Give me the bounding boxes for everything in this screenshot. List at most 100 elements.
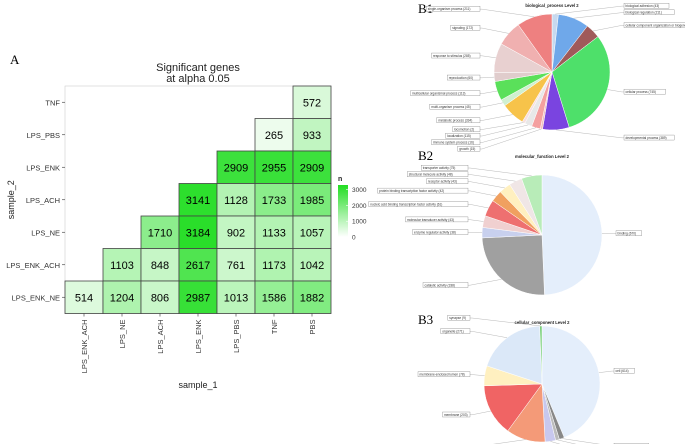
heatmap-cell-value: 1128 [224, 195, 248, 207]
pie-slice-label: membrane (203) [444, 413, 468, 417]
heatmap-cell [254, 215, 294, 249]
heatmap-cell [216, 183, 256, 217]
heatmap-cell [102, 280, 142, 314]
heatmap-cell [292, 215, 332, 249]
pie-slice-label: catalytic activity (338) [425, 283, 455, 287]
pie-leader-line [480, 128, 542, 150]
pie-leader-line [480, 55, 496, 58]
pie-slice-label: cell (614) [616, 369, 629, 373]
pie-leader-line [480, 27, 509, 34]
pie-leader-line [470, 410, 491, 415]
heatmap-cell-value: 572 [303, 97, 321, 109]
pie-label-box [410, 90, 481, 96]
heatmap-cell [178, 280, 218, 314]
pie-label-box [421, 165, 469, 171]
pie-label-box [429, 104, 481, 110]
pie-slice-label: metabolic process (334) [438, 119, 472, 123]
heatmap-cell [216, 280, 256, 314]
pie-label-box [447, 74, 481, 81]
heatmap-cell [254, 183, 294, 217]
heatmap-legend-tick-label: 0 [352, 235, 356, 242]
heatmap-x-tick-label: LPS_ACH [156, 320, 165, 354]
pie-slice [483, 383, 543, 432]
heatmap-cell-value: 933 [303, 130, 321, 142]
heatmap-cell-value: 902 [227, 227, 245, 239]
pie-slice [481, 234, 545, 296]
pie-leader-line [468, 219, 484, 222]
pie-leader-line [480, 124, 529, 137]
heatmap-y-tick-label: LPS_NE [31, 228, 60, 237]
pie-title: molecular_function Level 2 [515, 154, 570, 159]
heatmap-cell [254, 248, 294, 282]
pie-slice-label: binding (670) [618, 232, 637, 236]
pie-label-box [445, 133, 481, 139]
pie-label-box [431, 52, 481, 59]
pie-slice [517, 13, 553, 73]
heatmap-legend-tick-label: 3000 [352, 187, 367, 194]
pie-leader-line [480, 102, 503, 108]
pie-slice-label: locomotion (2) [454, 128, 474, 132]
pie-slice-label: structural molecule activity (48) [409, 173, 453, 177]
heatmap-cell [292, 183, 332, 217]
pie-label-box [442, 411, 471, 418]
pie-label-box [426, 178, 469, 184]
pie-label-box [615, 230, 642, 236]
heatmap-x-axis-label: sample_1 [178, 380, 217, 390]
heatmap-cell-value: 1057 [300, 227, 324, 239]
pie-leader-line [470, 317, 541, 327]
pie-label-box [368, 201, 469, 207]
heatmap-y-tick-label: LPS_ENK_ACH [6, 261, 60, 270]
pie-slice-label: multicellular organismal process (113) [412, 92, 465, 96]
pie-leader-line [468, 181, 505, 189]
pie-label-box [377, 187, 469, 194]
pie-leader-line [480, 90, 498, 94]
pie-slice [521, 174, 543, 236]
pie-chart-molecular-function: molecular_function Level 2 binding (670) t… [368, 154, 642, 296]
pie-slice [541, 174, 603, 296]
pie-slice-label: cellular process (745) [626, 90, 656, 94]
pie-leader-line [480, 127, 536, 143]
heatmap-x-tick-label: LPS_ENK_ACH [80, 320, 89, 374]
heatmap-cell-value: 806 [151, 292, 169, 304]
pie-leader-line [468, 167, 532, 177]
pie-leader-line [573, 12, 624, 19]
pie-leader-line [598, 370, 614, 373]
pie-slice-label: transporter activity (75) [423, 166, 456, 170]
heatmap-cell [292, 85, 332, 119]
pie-label-box [436, 117, 481, 123]
heatmap-title: Significant genes [156, 62, 240, 74]
pie-leader-line [470, 374, 485, 376]
heatmap-cell [216, 248, 256, 282]
heatmap-cell-value: 1133 [262, 227, 286, 239]
heatmap-cell-value: 1882 [300, 292, 324, 304]
heatmap-legend-tick-label: 2000 [352, 203, 367, 210]
pie-leader-line [555, 5, 624, 15]
heatmap-cell-value: 1013 [224, 292, 248, 304]
pie-slice-label: nucleic acid binding transcription facto… [370, 202, 442, 206]
pie-chart-biological-process: biological_process Level 2 biological adh… [410, 3, 685, 152]
pie-slice-label: localization (115) [447, 134, 471, 138]
heatmap-y-axis-label: sample_2 [6, 180, 16, 219]
heatmap-y-tick-label: LPS_ENK [26, 163, 60, 172]
pie-slice-label: single-organism process (211) [428, 7, 471, 11]
panel-label-a: A [10, 52, 20, 67]
pie-slice-label: biological regulation (211) [626, 11, 662, 15]
pie-slice-label: growth (15) [459, 147, 475, 151]
pie-label-box [431, 139, 481, 145]
heatmap-cell-value: 761 [227, 260, 245, 272]
heatmap-x-tick-label: LPS_NE [118, 320, 127, 349]
heatmap-legend-tick-label: 1000 [352, 219, 367, 226]
pie-leader-line [561, 438, 600, 444]
pie-title: cellular_component Level 2 [515, 320, 571, 325]
heatmap-cell [140, 248, 180, 282]
heatmap-title: at alpha 0.05 [166, 73, 230, 85]
panel-label-b1: B1 [418, 1, 433, 16]
heatmap-y-tick-label: LPS_ENK_NE [12, 293, 60, 302]
heatmap-legend-colorbar [338, 185, 348, 237]
heatmap-cell [178, 215, 218, 249]
pie-slice-label: protein binding transcription factor act… [379, 189, 444, 193]
heatmap-cell-value: 1985 [300, 195, 324, 207]
pie-leader-line [480, 114, 513, 121]
